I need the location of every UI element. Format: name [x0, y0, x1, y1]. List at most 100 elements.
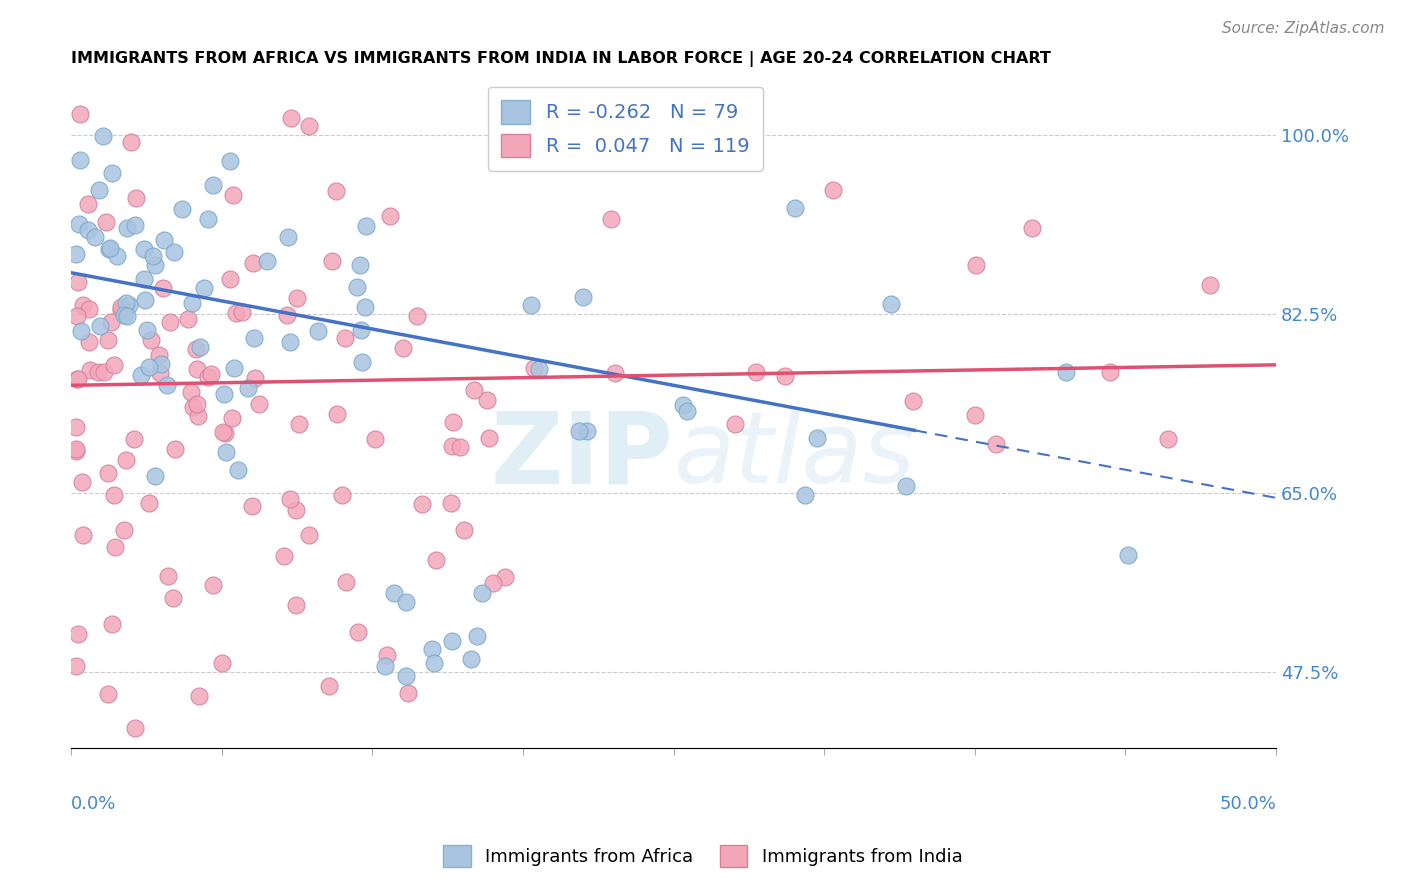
Point: [67, 627, 90, 641]
Point: [406, 309, 429, 323]
Point: [347, 625, 370, 640]
Point: [115, 296, 138, 310]
Point: [65, 420, 87, 434]
Point: [247, 397, 270, 411]
Point: [222, 187, 245, 202]
Point: [277, 230, 299, 244]
Point: [335, 574, 357, 589]
Point: [77, 335, 100, 350]
Point: [222, 361, 245, 376]
Point: [225, 306, 247, 320]
Point: [120, 135, 142, 149]
Point: [228, 463, 250, 477]
Point: [450, 440, 472, 454]
Point: [1199, 278, 1222, 293]
Point: [411, 497, 433, 511]
Point: [285, 503, 308, 517]
Point: [1021, 221, 1043, 235]
Point: [575, 424, 598, 438]
Point: [214, 426, 236, 441]
Point: [181, 400, 204, 414]
Point: [423, 657, 446, 671]
Point: [572, 290, 595, 304]
Point: [69, 217, 91, 231]
Point: [280, 111, 302, 125]
Point: [93, 365, 115, 379]
Text: IMMIGRANTS FROM AFRICA VS IMMIGRANTS FROM INDIA IN LABOR FORCE | AGE 20-24 CORRE: IMMIGRANTS FROM AFRICA VS IMMIGRANTS FRO…: [72, 51, 1052, 67]
Point: [482, 576, 505, 591]
Text: 0.0%: 0.0%: [72, 795, 117, 813]
Point: [87, 183, 110, 197]
Point: [880, 297, 903, 311]
Point: [138, 496, 160, 510]
Point: [240, 499, 263, 513]
Point: [346, 279, 368, 293]
Point: [724, 417, 747, 432]
Point: [325, 184, 347, 198]
Point: [132, 242, 155, 256]
Point: [98, 241, 121, 255]
Point: [65, 442, 87, 457]
Point: [176, 311, 198, 326]
Point: [79, 363, 101, 377]
Point: [197, 369, 219, 384]
Point: [676, 404, 699, 418]
Point: [441, 438, 464, 452]
Point: [100, 315, 122, 329]
Point: [318, 679, 340, 693]
Point: [963, 408, 986, 422]
Point: [187, 409, 209, 424]
Point: [520, 298, 543, 312]
Point: [72, 298, 94, 312]
Point: [200, 367, 222, 381]
Point: [156, 378, 179, 392]
Point: [425, 552, 447, 566]
Point: [600, 212, 623, 227]
Point: [94, 215, 117, 229]
Point: [124, 219, 146, 233]
Point: [129, 368, 152, 383]
Point: [321, 254, 343, 268]
Point: [66, 275, 89, 289]
Point: [298, 120, 321, 134]
Point: [149, 366, 172, 380]
Point: [89, 318, 111, 333]
Point: [180, 384, 202, 399]
Point: [287, 417, 309, 431]
Point: [1157, 432, 1180, 446]
Point: [243, 370, 266, 384]
Point: [494, 570, 516, 584]
Point: [218, 153, 240, 168]
Point: [242, 256, 264, 270]
Point: [66, 372, 89, 386]
Point: [773, 368, 796, 383]
Point: [242, 331, 264, 345]
Point: [65, 659, 87, 673]
Point: [894, 479, 917, 493]
Point: [86, 365, 108, 379]
Point: [335, 331, 357, 345]
Point: [152, 281, 174, 295]
Point: [76, 196, 98, 211]
Point: [115, 453, 138, 467]
Point: [110, 302, 132, 317]
Point: [356, 219, 378, 233]
Point: [396, 686, 419, 700]
Point: [101, 165, 124, 179]
Point: [568, 424, 591, 438]
Point: [349, 258, 371, 272]
Point: [138, 359, 160, 374]
Point: [221, 410, 243, 425]
Point: [392, 341, 415, 355]
Point: [986, 436, 1008, 450]
Point: [188, 341, 211, 355]
Point: [523, 361, 546, 376]
Point: [97, 334, 120, 348]
Point: [139, 333, 162, 347]
Point: [231, 304, 253, 318]
Point: [793, 488, 815, 502]
Point: [136, 323, 159, 337]
Text: Source: ZipAtlas.com: Source: ZipAtlas.com: [1222, 21, 1385, 36]
Point: [65, 443, 87, 458]
Point: [69, 324, 91, 338]
